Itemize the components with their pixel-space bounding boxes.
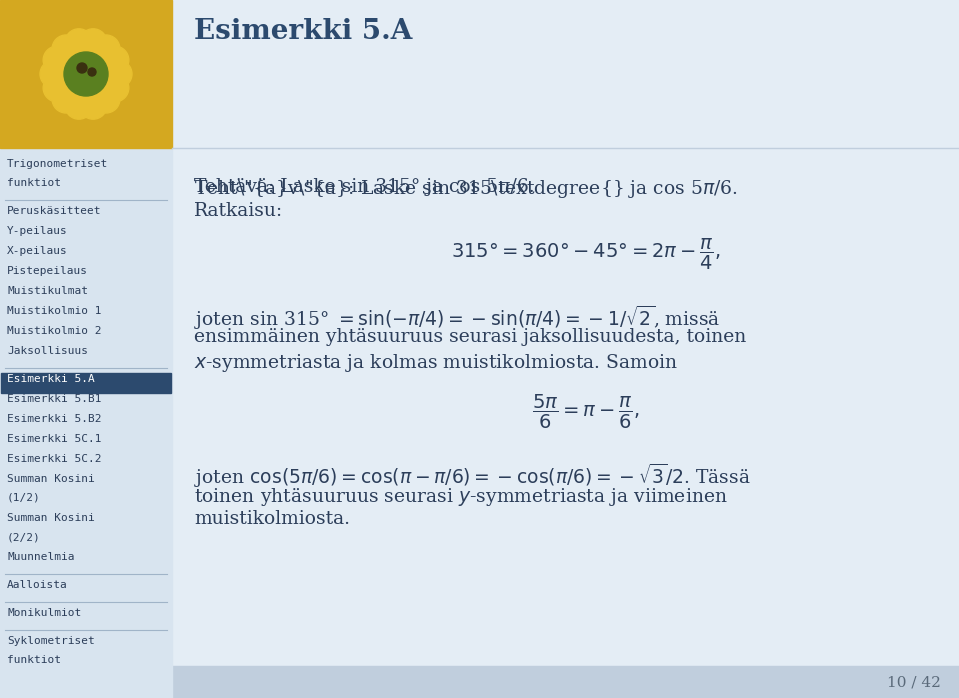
Text: Syklometriset: Syklometriset (7, 636, 95, 646)
Text: Aalloista: Aalloista (7, 580, 68, 590)
Text: Muunnelmia: Muunnelmia (7, 552, 75, 562)
Text: joten sin 315° $= \sin(-\pi/4) = -\sin(\pi/4) = -1/\sqrt{2}$, missä: joten sin 315° $= \sin(-\pi/4) = -\sin(\… (194, 304, 720, 332)
Circle shape (65, 91, 93, 119)
Text: Ratkaisu:: Ratkaisu: (194, 202, 283, 220)
Text: $x$-symmetriasta ja kolmas muistikolmiosta. Samoin: $x$-symmetriasta ja kolmas muistikolmios… (194, 352, 678, 374)
Text: Peruskäsitteet: Peruskäsitteet (7, 206, 102, 216)
Circle shape (88, 68, 96, 76)
Text: (2/2): (2/2) (7, 532, 40, 542)
Bar (172, 0, 959, 148)
Circle shape (43, 46, 71, 74)
Text: Trigonometriset: Trigonometriset (7, 159, 108, 169)
Text: Esimerkki 5.B1: Esimerkki 5.B1 (7, 394, 102, 404)
Circle shape (52, 35, 80, 63)
Bar (0, 666, 959, 698)
Text: Tehtävä: Laske sin 315° ja cos 5π/6.: Tehtävä: Laske sin 315° ja cos 5π/6. (194, 178, 534, 196)
Circle shape (64, 52, 108, 96)
Text: Summan Kosini: Summan Kosini (7, 474, 95, 484)
Text: funktiot: funktiot (7, 655, 61, 665)
Text: Jaksollisuus: Jaksollisuus (7, 346, 88, 356)
Circle shape (80, 29, 107, 57)
Text: X-peilaus: X-peilaus (7, 246, 68, 256)
Text: Esimerkki 5C.1: Esimerkki 5C.1 (7, 434, 102, 444)
Text: $\dfrac{5\pi}{6} = \pi - \dfrac{\pi}{6},$: $\dfrac{5\pi}{6} = \pi - \dfrac{\pi}{6},… (532, 393, 639, 431)
Text: 10 / 42: 10 / 42 (887, 675, 941, 689)
Text: ensimmäinen yhtäsuuruus seurasi jaksollisuudesta, toinen: ensimmäinen yhtäsuuruus seurasi jaksolli… (194, 328, 746, 346)
Text: Esimerkki 5.B2: Esimerkki 5.B2 (7, 414, 102, 424)
Circle shape (92, 35, 120, 63)
Text: $315° = 360° - 45° = 2\pi - \dfrac{\pi}{4},$: $315° = 360° - 45° = 2\pi - \dfrac{\pi}{… (451, 237, 720, 272)
Circle shape (80, 91, 107, 119)
Bar (0, 148, 172, 698)
Circle shape (43, 74, 71, 102)
Text: Muistikolmio 1: Muistikolmio 1 (7, 306, 102, 316)
Text: Esimerkki 5C.2: Esimerkki 5C.2 (7, 454, 102, 464)
Circle shape (101, 46, 129, 74)
Circle shape (77, 63, 87, 73)
Text: Y-peilaus: Y-peilaus (7, 226, 68, 236)
Text: Summan Kosini: Summan Kosini (7, 513, 95, 523)
Text: Muistikolmio 2: Muistikolmio 2 (7, 326, 102, 336)
Text: Esimerkki 5.A: Esimerkki 5.A (7, 374, 95, 384)
Bar (1, 373, 171, 393)
Text: Esimerkki 5.A: Esimerkki 5.A (194, 18, 412, 45)
Circle shape (52, 85, 80, 113)
Text: funktiot: funktiot (7, 178, 61, 188)
Circle shape (101, 74, 129, 102)
Circle shape (65, 29, 93, 57)
Text: Muistikulmat: Muistikulmat (7, 286, 88, 296)
Text: joten $\cos(5\pi/6) = \cos(\pi - \pi/6) = -\cos(\pi/6) = -\sqrt{3}/2$. Tässä: joten $\cos(5\pi/6) = \cos(\pi - \pi/6) … (194, 462, 751, 490)
Circle shape (92, 85, 120, 113)
Circle shape (40, 60, 68, 88)
Text: Monikulmiot: Monikulmiot (7, 608, 82, 618)
Text: toinen yhtäsuuruus seurasi $y$-symmetriasta ja viimeinen: toinen yhtäsuuruus seurasi $y$-symmetria… (194, 486, 728, 508)
Text: muistikolmiosta.: muistikolmiosta. (194, 510, 350, 528)
Circle shape (104, 60, 132, 88)
Text: Pistepeilaus: Pistepeilaus (7, 266, 88, 276)
Text: Teht\"{a}v\"{a}: Laske sin 315\textdegree{} ja cos 5$\pi$/6.: Teht\"{a}v\"{a}: Laske sin 315\textdegre… (194, 178, 737, 200)
Text: (1/2): (1/2) (7, 493, 40, 503)
Bar (0, 0, 172, 148)
